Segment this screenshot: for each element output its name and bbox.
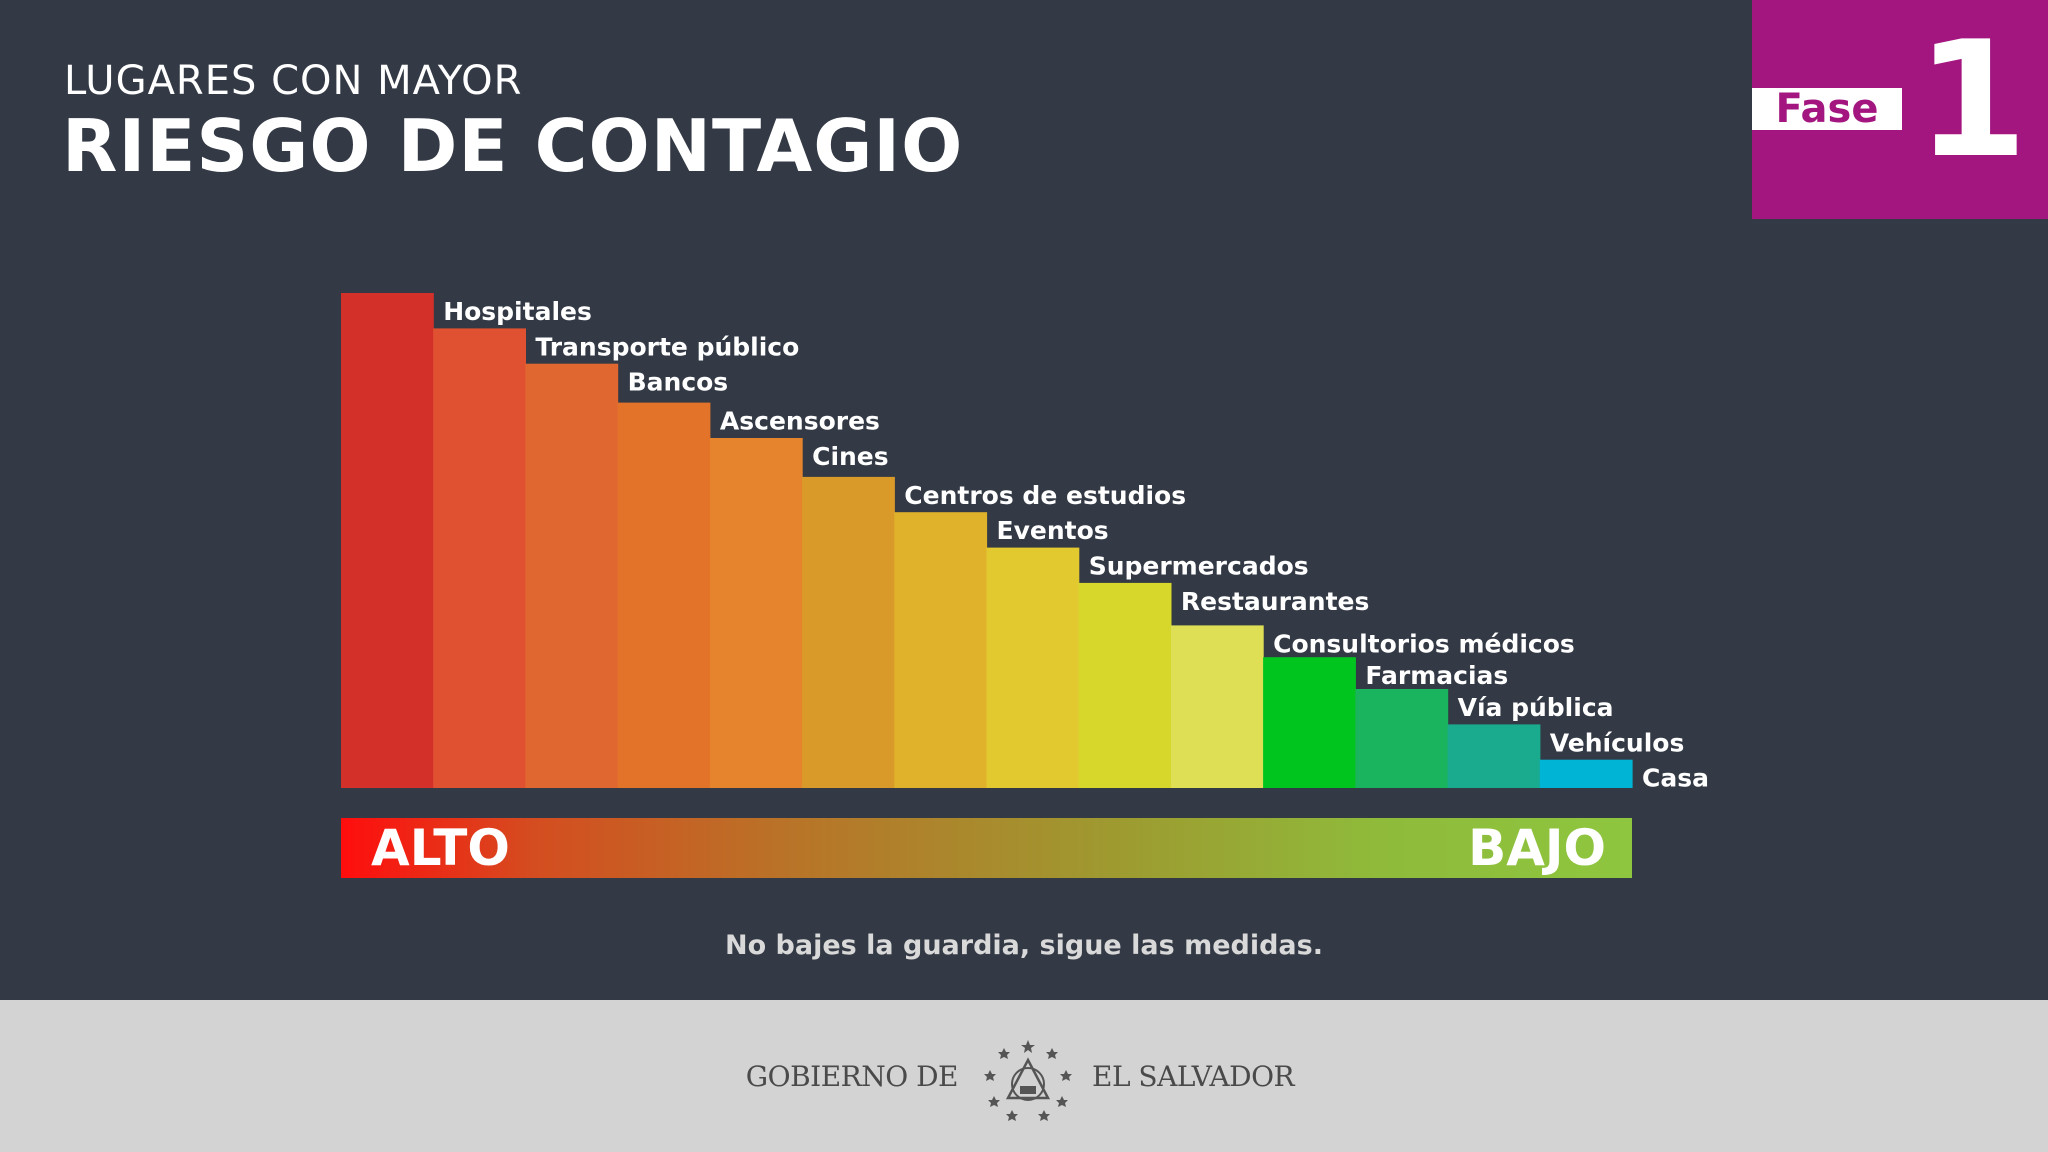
bar-13 <box>1539 759 1633 788</box>
bar-5 <box>802 476 895 788</box>
coat-of-arms-icon <box>984 1040 1072 1121</box>
bar-3 <box>617 402 711 788</box>
government-label-right: EL SALVADOR <box>1092 1060 1295 1093</box>
scale-high-label: ALTO <box>371 819 510 877</box>
bar-label-13: Casa <box>1642 764 1709 793</box>
phase-label: Fase <box>1752 86 1902 132</box>
bar-10 <box>1263 657 1356 788</box>
bar-label-12: Vehículos <box>1550 728 1685 757</box>
page-title: RIESGO DE CONTAGIO <box>62 104 964 188</box>
bar-9 <box>1170 625 1264 788</box>
bar-label-1: Transporte público <box>535 332 799 361</box>
bar-label-8: Restaurantes <box>1181 587 1370 616</box>
bar-label-0: Hospitales <box>443 297 592 326</box>
footer-band: GOBIERNO DE EL SALVADOR <box>0 1000 2048 1152</box>
bar-11 <box>1355 689 1449 788</box>
bar-label-9: Consultorios médicos <box>1273 629 1575 658</box>
page-subtitle: LUGARES CON MAYOR <box>64 58 523 104</box>
bar-label-2: Bancos <box>628 368 729 397</box>
footer-note: No bajes la guardia, sigue las medidas. <box>725 930 1323 961</box>
bar-label-10: Farmacias <box>1365 661 1508 690</box>
bar-label-4: Cines <box>812 442 889 471</box>
scale-low-label: BAJO <box>1468 819 1606 877</box>
risk-scale-bar: ALTO BAJO <box>341 818 1632 878</box>
bar-0 <box>341 293 434 788</box>
government-label-left: GOBIERNO DE <box>745 1060 959 1093</box>
bar-label-11: Vía pública <box>1458 693 1614 722</box>
bar-7 <box>986 547 1080 788</box>
phase-number: 1 <box>1916 6 2028 193</box>
bar-label-7: Supermercados <box>1089 552 1309 581</box>
bar-4 <box>709 438 803 788</box>
bar-2 <box>525 363 619 788</box>
bar-8 <box>1078 582 1172 788</box>
bar-1 <box>433 328 526 788</box>
bar-12 <box>1447 724 1541 788</box>
bar-label-3: Ascensores <box>720 407 880 436</box>
bar-label-6: Eventos <box>997 516 1109 545</box>
bar-6 <box>894 512 988 788</box>
risk-bar-chart: Hospitales Transporte público Bancos Ascens… <box>341 293 1709 793</box>
phase-badge: Fase 1 <box>1752 0 2048 219</box>
bar-label-5: Centros de estudios <box>904 481 1186 510</box>
